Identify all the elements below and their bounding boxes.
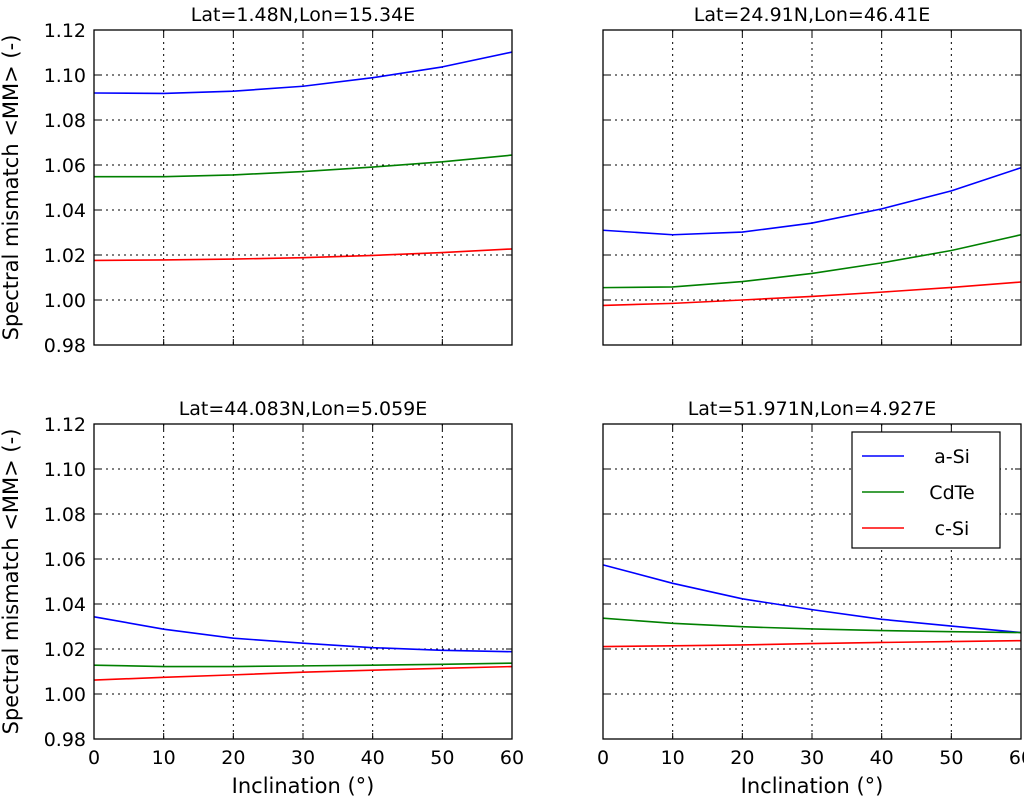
panel-3: 0 10 20 30 40 50 60 0.98 1.00 1.02 1.04 1.06 1.08 1.1… [0, 398, 524, 798]
series-line-a-si [93, 51, 513, 95]
series-line-c-si [93, 665, 513, 681]
y-tick-label: 1.04 [44, 200, 86, 222]
x-tick-label: 40 [870, 747, 894, 769]
panel-title: Lat=1.48N,Lon=15.34E [191, 4, 415, 26]
series-line-cdte [602, 233, 1022, 289]
x-tick-label: 60 [1009, 747, 1024, 769]
x-tick-label: 30 [800, 747, 824, 769]
legend-label-cdte: CdTe [929, 482, 974, 504]
series-line-c-si [602, 281, 1022, 307]
series-line-cdte [94, 154, 513, 178]
y-tick-label: 1.08 [44, 504, 86, 526]
x-tick-label: 20 [730, 747, 754, 769]
x-axis-label: Inclination (°) [741, 774, 884, 798]
y-tick-label: 1.00 [44, 290, 86, 312]
panel-title: Lat=51.971N,Lon=4.927E [688, 398, 937, 420]
legend-label-c-si: c-Si [935, 518, 970, 540]
panel-1: 0.98 1.00 1.02 1.04 1.06 1.08 1.10 1.12 Lat=1.48… [0, 4, 513, 357]
x-tick-label: 50 [430, 747, 454, 769]
legend-frame [851, 431, 1001, 549]
y-tick-label: 1.06 [44, 549, 86, 571]
y-tick-label: 1.10 [44, 65, 86, 87]
y-tick-label: 1.06 [44, 155, 86, 177]
panel-2: Lat=24.91N,Lon=46.41E [602, 4, 1022, 346]
y-tick-label: 0.98 [44, 729, 86, 751]
x-tick-label: 0 [597, 747, 609, 769]
series-line-cdte [602, 617, 1022, 634]
x-tick-label: 30 [291, 747, 315, 769]
y-tick-label: 1.02 [44, 245, 86, 267]
y-tick-label: 1.00 [44, 684, 86, 706]
y-tick-label: 1.08 [44, 110, 86, 132]
panel-title: Lat=44.083N,Lon=5.059E [179, 398, 428, 420]
y-tick-label: 0.98 [44, 335, 86, 357]
x-tick-label: 60 [500, 747, 524, 769]
series-line-a-si [602, 564, 1022, 634]
panel-title: Lat=24.91N,Lon=46.41E [694, 4, 930, 26]
x-axis-label: Inclination (°) [232, 774, 375, 798]
series-line-a-si [93, 616, 513, 653]
series-line-a-si [602, 166, 1022, 236]
legend: a-Si CdTe c-Si [851, 431, 1001, 549]
y-tick-label: 1.10 [44, 459, 86, 481]
x-tick-label: 20 [221, 747, 245, 769]
y-tick-label: 1.12 [44, 20, 86, 42]
legend-label-a-si: a-Si [934, 446, 970, 468]
panel-4: 0 10 20 30 40 50 60 Lat=51.971N,Lon=4.927E Incli… [597, 398, 1024, 798]
y-axis-label: Spectral mismatch <MM> (-) [0, 35, 23, 341]
x-tick-label: 10 [152, 747, 176, 769]
series-line-c-si [602, 639, 1022, 648]
x-tick-label: 10 [661, 747, 685, 769]
y-tick-label: 1.12 [44, 414, 86, 436]
x-tick-label: 0 [88, 747, 100, 769]
x-tick-label: 50 [939, 747, 963, 769]
series-line-cdte [93, 662, 513, 668]
x-tick-label: 40 [361, 747, 385, 769]
series-line-c-si [93, 248, 513, 262]
y-tick-label: 1.02 [44, 639, 86, 661]
y-axis-label: Spectral mismatch <MM> (-) [0, 429, 23, 735]
y-tick-label: 1.04 [44, 594, 86, 616]
